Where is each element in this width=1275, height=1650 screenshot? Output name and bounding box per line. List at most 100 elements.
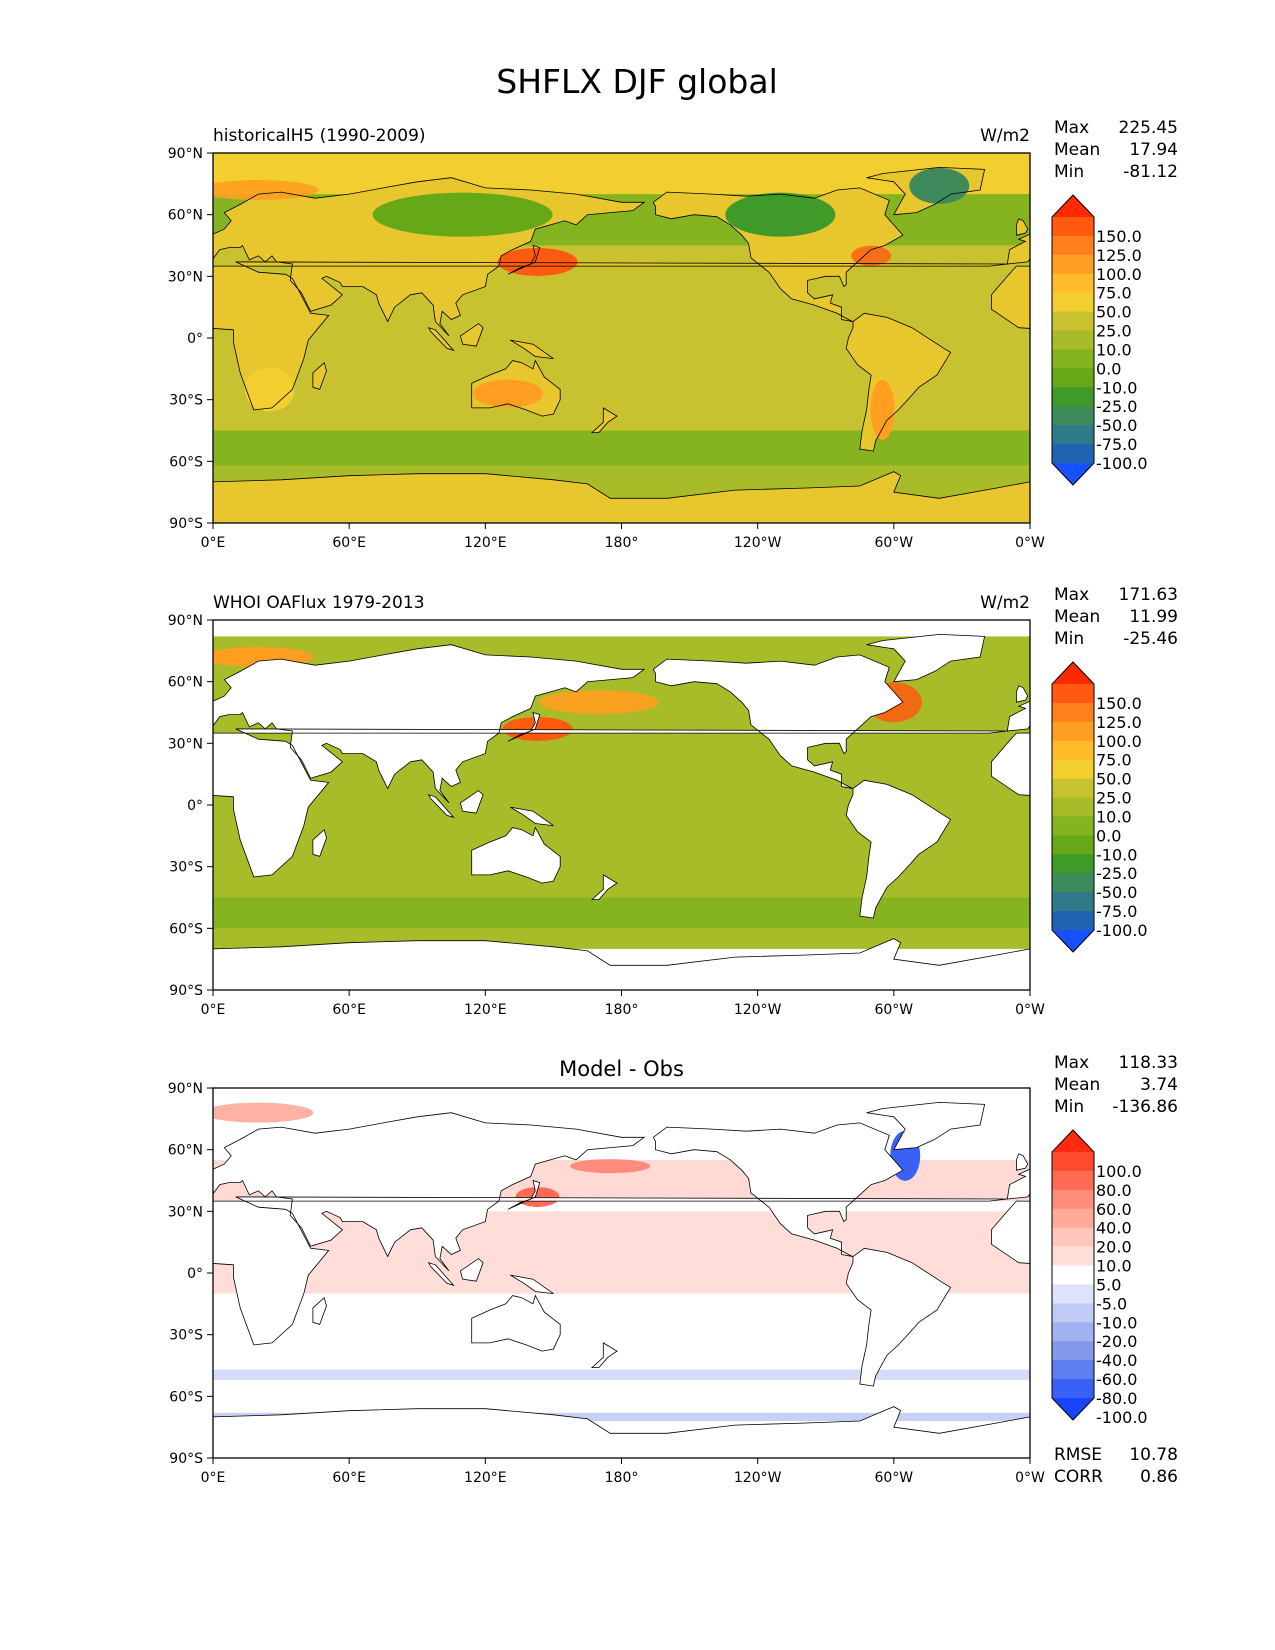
coastline-japan [507,244,541,275]
map-field [213,153,1030,523]
colorbar-segment [1052,387,1094,407]
colorbar-segment [1052,797,1094,817]
colorbar-segment [1052,406,1094,426]
land-greenland [866,634,985,682]
land-madagascar [312,829,327,857]
coastline-japan [507,1179,541,1210]
coastline-africa [991,1200,1030,1264]
coastline-newzealand [590,407,618,433]
lat-tick-label: 90°S [169,516,203,532]
colorbar-label: -40.0 [1096,1351,1137,1370]
coastline-greenland [866,166,986,216]
colorbar-segment [1052,235,1094,256]
colorbar: 150.0125.0100.075.050.025.010.00.0-10.0-… [1051,194,1148,486]
panel-left-title: historicalH5 (1990-2009) [213,126,426,146]
colorbar-label: -50.0 [1096,883,1137,902]
coastline-sumatra [427,794,455,819]
colorbar-segment [1052,368,1094,388]
colorbar-segment [1052,217,1094,237]
colorbar-label: 25.0 [1096,789,1132,808]
lon-tick-label: 180° [605,535,639,551]
coastline-greenland [866,1101,986,1151]
colorbar-label: 150.0 [1096,227,1142,246]
colorbar-label: -10.0 [1096,1313,1137,1332]
land-africa [991,733,1030,796]
land-eurasia [213,644,645,803]
lon-tick-label: 0°E [201,1002,226,1018]
colorbar-label: -50.0 [1096,416,1137,435]
colorbar: 100.080.060.040.020.010.05.0-5.0-10.0-20… [1051,1129,1148,1427]
land-newzealand [592,1342,617,1368]
colorbar-segment [1052,911,1094,931]
colorbar-label: 5.0 [1096,1275,1121,1294]
stat-label-max: Max [1054,1053,1089,1073]
land-eurasia [213,1112,645,1271]
lon-tick-label: 180° [605,1002,639,1018]
colorbar-extend-bottom [1052,1398,1094,1420]
lat-tick-label: 30°S [169,860,203,876]
footer-stat-label-rmse: RMSE [1054,1445,1102,1465]
land-madagascar [312,362,327,390]
land-eurasia [1007,701,1030,731]
colorbar-segment [1052,684,1094,704]
panel-left-title: WHOI OAFlux 1979-2013 [213,593,425,613]
coastline-borneo [459,323,484,347]
panel-units: W/m2 [980,593,1030,613]
colorbar-label: -100.0 [1096,921,1148,940]
southern-ocean-band [213,430,1030,466]
colorbar-segment [1052,835,1094,855]
lon-tick-label: 120°W [734,535,782,551]
colorbar-label: -60.0 [1096,1370,1137,1389]
colorbar-segment [1052,778,1094,799]
colorbar: 150.0125.0100.075.050.025.010.00.0-10.0-… [1051,661,1148,953]
colorbar-segment [1052,854,1094,874]
colorbar-label: 125.0 [1096,713,1142,732]
coastline-madagascar [312,1296,327,1325]
lon-tick-label: 0°W [1015,535,1045,551]
lon-tick-label: 120°W [734,1470,782,1486]
colorbar-label: -75.0 [1096,902,1137,921]
colorbar-label: 0.0 [1096,359,1121,378]
colorbar-label: -80.0 [1096,1389,1137,1408]
land-eurasia [1007,234,1030,264]
land-eurasia [1007,1169,1030,1199]
footer-stat-label-corr: CORR [1054,1467,1103,1487]
lat-tick-label: 30°N [168,736,203,752]
colorbar-segment [1052,311,1094,332]
land-africa [991,266,1030,329]
lat-tick-label: 0° [187,1266,203,1282]
stat-label-max: Max [1054,118,1089,138]
lat-tick-label: 30°N [168,1204,203,1220]
colorbar-segment [1052,1322,1094,1342]
stat-value-min: -25.46 [1123,629,1178,649]
lon-tick-label: 0°E [201,1470,226,1486]
coastline-uk [1016,685,1029,703]
land-newzealand [592,407,617,433]
land-uk [1016,218,1028,236]
lat-tick-label: 60°S [169,454,203,470]
lat-tick-label: 30°N [168,269,203,285]
coastline-sumatra [427,1262,455,1287]
colorbar-outline [1051,661,1095,953]
canada-cool [725,192,836,237]
land-australia [471,827,561,884]
coastline-newguinea [510,1274,554,1294]
colorbar-label: -10.0 [1096,845,1137,864]
gulfstream-hot [851,245,892,266]
land-uk [1016,1153,1028,1171]
stat-label-mean: Mean [1054,1075,1100,1095]
coastline-australia [471,1294,561,1352]
land-southamerica [846,780,951,919]
stat-value-min: -136.86 [1112,1097,1178,1117]
lat-tick-label: 0° [187,331,203,347]
lon-tick-label: 120°E [464,535,507,551]
stat-label-min: Min [1054,1097,1084,1117]
colorbar-segment [1052,1360,1094,1380]
colorbar-label: 80.0 [1096,1181,1132,1200]
stat-label-mean: Mean [1054,607,1100,627]
map-field [213,620,1030,990]
lon-tick-label: 60°E [332,1002,366,1018]
colorbar-label: 10.0 [1096,1257,1132,1276]
stat-label-min: Min [1054,162,1084,182]
lon-tick-label: 60°W [874,1002,913,1018]
